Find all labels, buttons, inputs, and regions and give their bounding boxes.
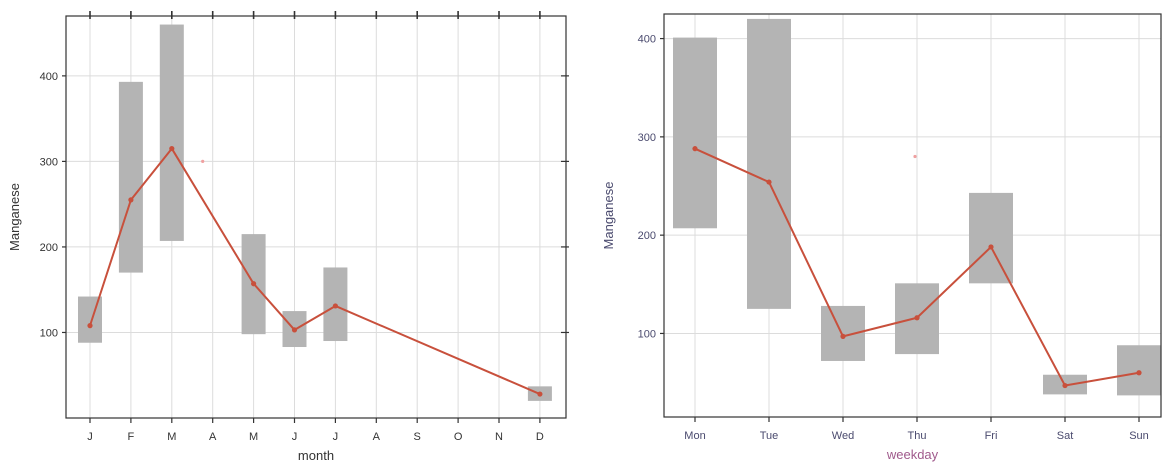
- range-band: [159, 24, 184, 241]
- mean-point: [988, 244, 994, 250]
- x-tick-label: Thu: [908, 430, 927, 442]
- x-tick-label: Mon: [684, 430, 705, 442]
- x-tick-label: M: [167, 431, 176, 443]
- x-tick-label: S: [414, 431, 421, 443]
- x-tick-label: Wed: [832, 430, 854, 442]
- x-tick-label: A: [209, 431, 217, 443]
- mean-point: [128, 197, 134, 203]
- y-tick-label: 100: [40, 327, 58, 339]
- y-tick-label: 100: [638, 328, 656, 340]
- x-tick-label: N: [495, 431, 503, 443]
- mean-point: [1062, 382, 1068, 389]
- mean-point: [692, 146, 698, 152]
- x-tick-label: J: [333, 431, 339, 443]
- range-band: [747, 18, 791, 309]
- y-axis-title: Manganese: [601, 182, 616, 250]
- mean-point: [251, 281, 257, 287]
- range-band: [673, 37, 717, 229]
- outlier-point: [201, 159, 205, 164]
- x-tick-label: F: [128, 431, 135, 443]
- mean-point: [332, 303, 338, 309]
- mean-point: [291, 327, 298, 333]
- y-tick-label: 300: [40, 156, 58, 168]
- y-tick-label: 300: [638, 132, 656, 144]
- x-tick-label: J: [292, 431, 298, 443]
- axis-frame: [663, 13, 1162, 418]
- x-tick-label: D: [536, 431, 544, 443]
- mean-point: [840, 333, 846, 339]
- y-axis-title: Manganese: [7, 183, 22, 251]
- axis-frame: [65, 15, 567, 419]
- y-tick-label: 200: [638, 230, 656, 242]
- x-tick-label: A: [373, 431, 381, 443]
- x-tick-label: O: [454, 431, 463, 443]
- mean-point: [169, 145, 175, 152]
- x-axis-title: weekday: [886, 447, 939, 462]
- x-tick-label: Sat: [1057, 430, 1074, 442]
- plot-area: [664, 14, 1161, 417]
- weekday-chart: 100 200 300 400 Mon Tue Wed Thu Fri Sat Sun weekday…: [601, 13, 1162, 462]
- x-tick-label: Fri: [985, 430, 998, 442]
- mean-point: [87, 323, 93, 329]
- range-band: [969, 192, 1013, 284]
- outlier-point: [913, 154, 917, 159]
- x-tick-label: J: [87, 431, 93, 443]
- x-axis-title: month: [298, 448, 334, 463]
- x-tick-label: M: [249, 431, 258, 443]
- range-band: [118, 81, 143, 273]
- mean-point: [537, 391, 543, 397]
- y-tick-label: 200: [40, 242, 58, 254]
- range-band: [78, 296, 102, 343]
- mean-point: [914, 315, 920, 321]
- x-tick-label: Tue: [760, 430, 779, 442]
- plot-area: [66, 16, 566, 418]
- y-tick-label: 400: [40, 71, 58, 83]
- mean-point: [1136, 370, 1142, 376]
- mean-point: [766, 179, 772, 185]
- y-tick-label: 400: [638, 34, 656, 46]
- x-tick-label: Sun: [1129, 430, 1149, 442]
